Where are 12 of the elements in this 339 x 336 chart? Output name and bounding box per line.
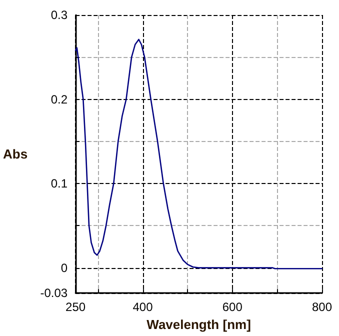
y-tick-label: 0.1 bbox=[50, 176, 68, 191]
x-tick-label: 400 bbox=[132, 300, 154, 314]
y-axis-title: Abs bbox=[2, 146, 28, 162]
x-axis-title: Wavelength [nm] bbox=[146, 317, 251, 332]
y-tick-label: 0.2 bbox=[50, 92, 68, 106]
y-tick-label: -0.03 bbox=[40, 286, 68, 300]
x-tick-label: 250 bbox=[66, 300, 86, 314]
x-tick-label: 600 bbox=[222, 300, 243, 314]
y-tick-label: 0 bbox=[60, 260, 68, 275]
x-tick-label: 800 bbox=[312, 300, 332, 314]
line-series bbox=[74, 38, 323, 270]
y-tick-label: 0.3 bbox=[50, 8, 68, 22]
